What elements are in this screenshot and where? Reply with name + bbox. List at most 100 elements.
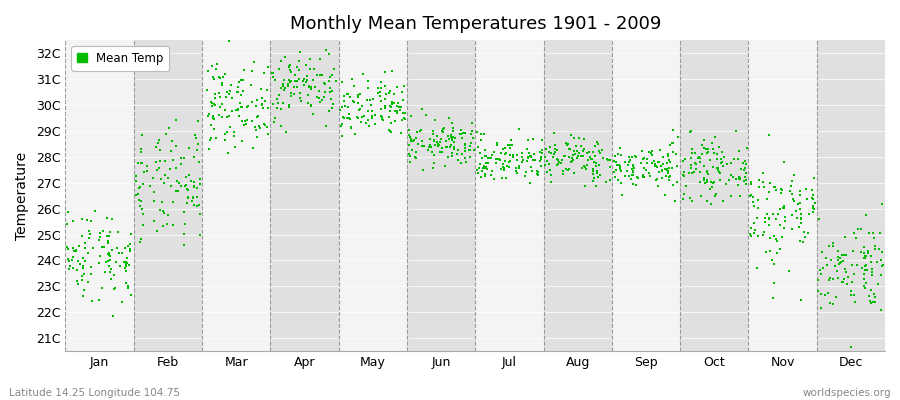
Point [93, 234, 107, 240]
Point [748, 227, 762, 234]
Point [483, 172, 498, 178]
Point [849, 235, 863, 241]
Point [388, 118, 402, 125]
Point [588, 143, 602, 149]
Point [767, 280, 781, 286]
Point [364, 108, 379, 114]
Point [626, 172, 640, 178]
Point [700, 171, 715, 177]
Point [248, 126, 263, 133]
Point [715, 149, 729, 156]
Point [590, 141, 605, 147]
Point [782, 188, 796, 194]
Point [534, 163, 548, 169]
Point [595, 147, 609, 153]
Point [142, 183, 157, 189]
Point [593, 149, 608, 156]
Point [845, 262, 859, 268]
Point [759, 249, 773, 255]
Point [351, 100, 365, 106]
Point [501, 164, 516, 171]
Point [235, 118, 249, 124]
Point [476, 165, 491, 172]
Point [474, 131, 489, 138]
Point [60, 209, 75, 215]
Point [501, 142, 516, 148]
Point [396, 115, 410, 122]
Point [445, 137, 459, 143]
Point [712, 144, 726, 150]
Point [119, 280, 133, 286]
Point [82, 235, 96, 241]
Point [129, 177, 143, 184]
Point [448, 134, 463, 141]
Point [535, 150, 549, 156]
Point [571, 153, 585, 159]
Point [214, 100, 229, 107]
Point [422, 144, 436, 150]
Point [577, 163, 591, 170]
Point [133, 148, 148, 155]
Point [739, 180, 753, 187]
Point [421, 146, 436, 153]
Point [67, 254, 81, 260]
Point [396, 97, 410, 103]
Point [636, 174, 651, 180]
Point [318, 89, 332, 95]
Point [236, 77, 250, 84]
Point [838, 266, 852, 272]
Point [234, 77, 248, 84]
Point [303, 86, 318, 92]
Point [99, 233, 113, 240]
Point [786, 196, 800, 202]
Point [237, 67, 251, 73]
Point [778, 214, 793, 220]
Point [401, 142, 416, 148]
Point [290, 63, 304, 70]
Point [355, 103, 369, 109]
Point [246, 144, 260, 151]
Point [839, 268, 853, 275]
Point [792, 224, 806, 230]
Point [254, 86, 268, 92]
Point [668, 198, 682, 204]
Point [806, 196, 820, 202]
Point [506, 154, 520, 160]
Point [860, 250, 875, 256]
Point [133, 202, 148, 209]
Point [861, 248, 876, 254]
Point [762, 235, 777, 242]
Point [382, 87, 397, 94]
Point [60, 256, 75, 262]
Point [836, 258, 850, 264]
Point [315, 71, 329, 78]
Point [374, 114, 389, 120]
Point [304, 101, 319, 108]
Point [682, 170, 697, 176]
Point [353, 106, 367, 112]
Point [647, 158, 662, 164]
Point [508, 168, 523, 174]
Point [60, 220, 75, 227]
Point [290, 78, 304, 84]
Point [147, 188, 161, 195]
Point [404, 136, 419, 143]
Point [478, 152, 492, 159]
Point [282, 77, 296, 84]
Point [102, 233, 116, 239]
Point [485, 152, 500, 158]
Point [669, 150, 683, 157]
Bar [134, 40, 202, 351]
Point [506, 151, 520, 158]
Point [414, 137, 428, 144]
Point [747, 229, 761, 236]
Point [135, 160, 149, 166]
Point [409, 149, 423, 155]
Point [707, 193, 722, 199]
Point [504, 137, 518, 143]
Point [664, 165, 679, 171]
Point [327, 66, 341, 73]
Point [166, 198, 181, 205]
Point [422, 142, 436, 148]
Point [150, 167, 165, 173]
